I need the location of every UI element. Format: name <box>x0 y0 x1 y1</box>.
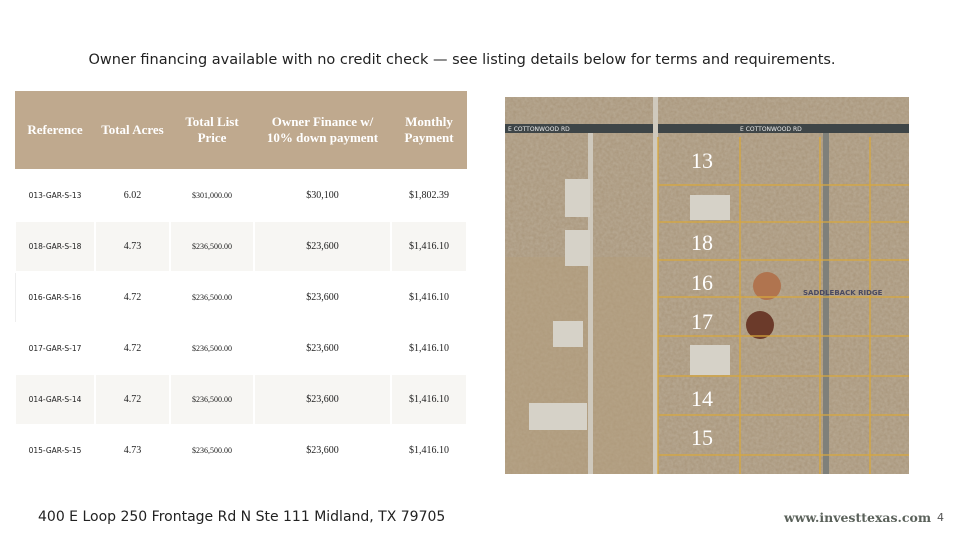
cell-list-price: $236,500.00 <box>169 322 255 375</box>
cell-monthly: $1,802.39 <box>390 169 468 222</box>
cell-reference: 014-GAR-S-14 <box>14 373 96 426</box>
table-row: 018-GAR-S-18 4.73 $236,500.00 $23,600 $1,416… <box>14 220 468 273</box>
lot-15-label: 15 <box>691 425 713 450</box>
footer-address: 400 E Loop 250 Frontage Rd N Ste 111 Mid… <box>38 509 446 525</box>
pricing-table: Reference Total Acres Total List Price O… <box>14 91 468 477</box>
cell-monthly: $1,416.10 <box>390 373 468 426</box>
cell-owner-finance: $23,600 <box>253 220 392 273</box>
cell-reference: 016-GAR-S-16 <box>14 271 96 324</box>
cell-owner-finance: $23,600 <box>253 322 392 375</box>
header-list-price: Total List Price <box>170 91 254 170</box>
cell-acres: 4.73 <box>94 220 171 273</box>
cell-monthly: $1,416.10 <box>390 424 468 477</box>
header-owner-finance: Owner Finance w/ 10% down payment <box>254 91 391 170</box>
cell-reference: 017-GAR-S-17 <box>14 322 96 375</box>
cell-list-price: $236,500.00 <box>169 220 255 273</box>
table-row: 014-GAR-S-14 4.72 $236,500.00 $23,600 $1,416… <box>14 373 468 426</box>
road-label-left: E COTTONWOOD RD <box>508 126 570 133</box>
lot-16-label: 16 <box>691 270 713 295</box>
cell-list-price: $236,500.00 <box>169 373 255 426</box>
cell-acres: 4.72 <box>94 373 171 426</box>
cell-monthly: $1,416.10 <box>390 271 468 324</box>
cell-monthly: $1,416.10 <box>390 220 468 273</box>
cell-reference: 013-GAR-S-13 <box>14 169 96 222</box>
table-row: 016-GAR-S-16 4.72 $236,500.00 $23,600 $1,416… <box>14 271 468 324</box>
cell-reference: 015-GAR-S-15 <box>14 424 96 477</box>
cell-acres: 4.72 <box>94 322 171 375</box>
road-label-right: E COTTONWOOD RD <box>740 126 802 133</box>
table-header-row: Reference Total Acres Total List Price O… <box>15 91 467 170</box>
lot-13-label: 13 <box>691 148 713 173</box>
header-monthly: Monthly Payment <box>391 91 467 170</box>
cell-owner-finance: $30,100 <box>253 169 392 222</box>
cell-list-price: $301,000.00 <box>169 169 255 222</box>
lot-17-label: 17 <box>691 309 713 334</box>
cell-list-price: $236,500.00 <box>169 424 255 477</box>
lot-14-label: 14 <box>691 386 713 411</box>
cell-acres: 4.72 <box>94 271 171 324</box>
cell-acres: 4.73 <box>94 424 171 477</box>
page-number: 4 <box>937 511 944 524</box>
cell-reference: 018-GAR-S-18 <box>14 220 96 273</box>
header-acres: Total Acres <box>95 91 170 170</box>
lot-18-label: 18 <box>691 230 713 255</box>
aerial-map: E COTTONWOOD RD E COTTONWOOD RD SADDLEBA… <box>505 97 909 474</box>
cell-monthly: $1,416.10 <box>390 322 468 375</box>
cell-owner-finance: $23,600 <box>253 271 392 324</box>
cell-list-price: $236,500.00 <box>169 271 255 324</box>
header-reference: Reference <box>15 91 95 170</box>
cell-owner-finance: $23,600 <box>253 373 392 426</box>
cell-acres: 6.02 <box>94 169 171 222</box>
headline: Owner financing available with no credit… <box>88 52 836 68</box>
road <box>505 124 909 133</box>
footer-website[interactable]: www.investtexas.com <box>784 510 932 525</box>
table-row: 017-GAR-S-17 4.72 $236,500.00 $23,600 $1,416… <box>14 322 468 375</box>
lot-lines <box>657 137 909 474</box>
cell-owner-finance: $23,600 <box>253 424 392 477</box>
subdivision-label: SADDLEBACK RIDGE <box>803 289 883 297</box>
table-row: 015-GAR-S-15 4.73 $236,500.00 $23,600 $1,416… <box>14 424 468 477</box>
table-row: 013-GAR-S-13 6.02 $301,000.00 $30,100 $1,802… <box>14 169 468 222</box>
